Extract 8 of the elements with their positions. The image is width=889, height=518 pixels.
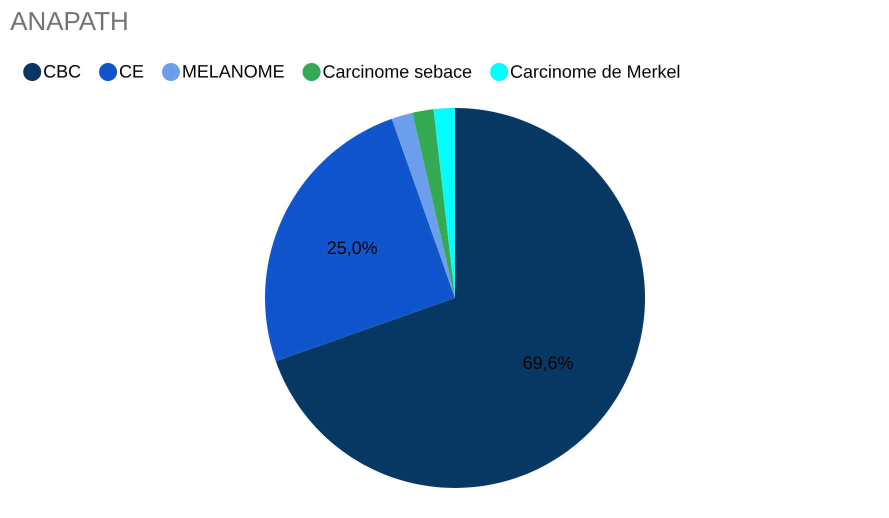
data-label: 69,6% — [524, 356, 573, 372]
legend-label: Carcinome sebace — [323, 64, 472, 78]
legend-label: MELANOME — [183, 64, 284, 78]
chart-title: ANAPATH — [10, 12, 127, 30]
legend-label: CBC — [44, 64, 80, 78]
legend-label: CE — [120, 64, 144, 78]
data-label: 25,0% — [328, 241, 377, 256]
legend-label: Carcinome de Merkel — [510, 64, 680, 78]
